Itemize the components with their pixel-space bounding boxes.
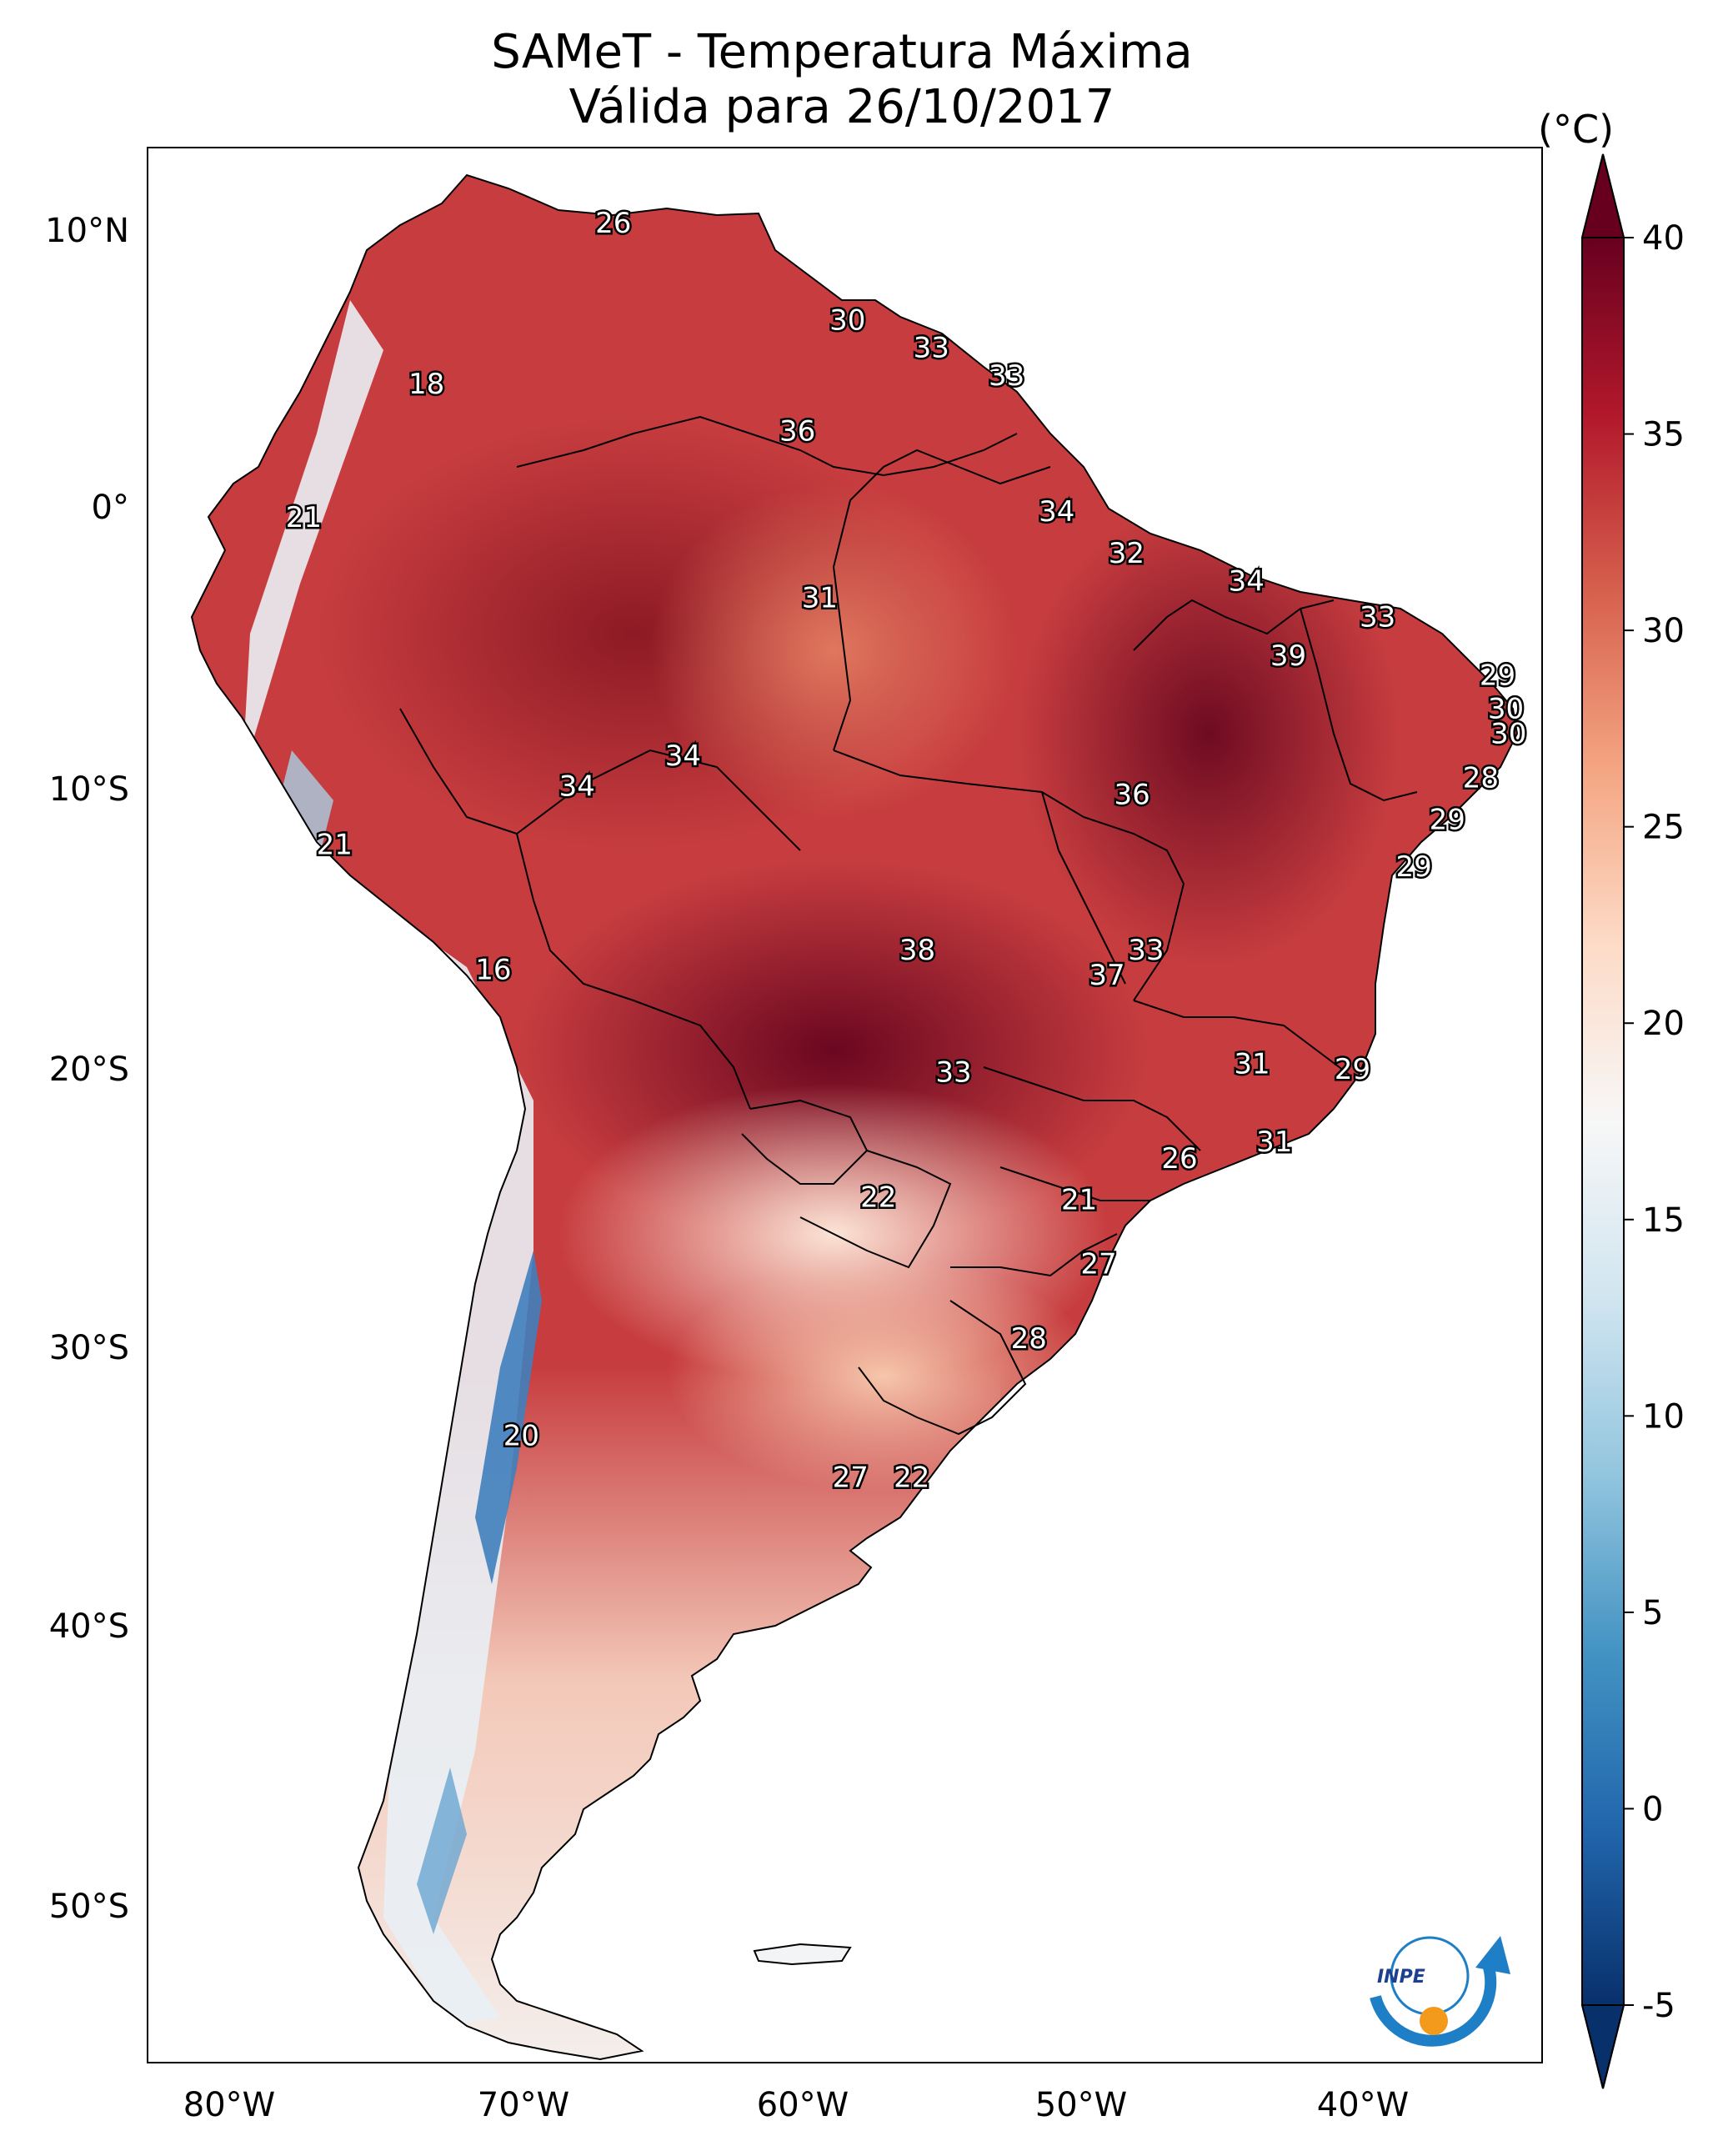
colorbar-extend-min — [1580, 2004, 1625, 2089]
colorbar-gradient — [1582, 238, 1624, 2005]
contour-label: 28 — [1011, 1322, 1047, 1356]
colorbar-tick-label: 15 — [1642, 1201, 1685, 1240]
colorbar-tick-label: 0 — [1642, 1790, 1663, 1828]
contour-label: 30 — [1490, 717, 1526, 750]
contour-label: 34 — [1229, 564, 1265, 598]
contour-label: 16 — [475, 953, 511, 986]
contour-label: 36 — [779, 415, 815, 449]
contour-label: 21 — [317, 829, 353, 862]
lat-label: 40°S — [49, 1607, 129, 1646]
contour-label: 27 — [833, 1462, 869, 1495]
colorbar-tick-label: 5 — [1642, 1594, 1663, 1632]
colorbar-tick-label: 10 — [1642, 1397, 1685, 1436]
lon-label: 40°W — [1317, 2086, 1409, 2124]
contour-label: 29 — [1395, 850, 1431, 884]
contour-label: 31 — [802, 581, 838, 614]
contour-label: 34 — [665, 740, 701, 773]
contour-label: 30 — [829, 303, 865, 337]
contour-label: 18 — [408, 368, 444, 401]
contour-label: 39 — [1270, 639, 1306, 673]
lon-label: 70°W — [478, 2086, 569, 2124]
contour-label: 32 — [1109, 537, 1144, 570]
lon-label: 60°W — [757, 2086, 849, 2124]
contour-label: 34 — [559, 770, 595, 804]
colorbar: 40 35 30 25 20 15 10 5 0 -5 — [1580, 153, 1685, 2089]
lat-label: 10°S — [49, 770, 129, 809]
contour-label: 33 — [989, 359, 1024, 393]
contour-label: 33 — [1360, 601, 1395, 634]
colorbar-tick-label: 40 — [1642, 219, 1685, 258]
contour-label: 38 — [899, 934, 935, 967]
contour-label: 29 — [1335, 1053, 1370, 1086]
contour-label: 28 — [1463, 762, 1499, 795]
contour-label: 21 — [286, 501, 322, 534]
contour-label: 37 — [1089, 959, 1124, 992]
contour-label: 34 — [1039, 495, 1074, 529]
contour-label: 26 — [1161, 1142, 1197, 1176]
colorbar-extend-max — [1580, 153, 1625, 238]
lat-label: 10°N — [45, 212, 129, 250]
colorbar-tick-label: 30 — [1642, 612, 1685, 650]
contour-label: 31 — [1234, 1048, 1270, 1081]
colorbar-unit: (°C) — [1538, 107, 1615, 152]
contour-label: 33 — [1128, 934, 1164, 967]
lat-label: 30°S — [49, 1329, 129, 1367]
country-borders — [399, 415, 1418, 1436]
contour-label: 29 — [1430, 804, 1465, 837]
inpe-logo: INPE — [1370, 1936, 1510, 2047]
map-title: SAMeT - Temperatura Máxima — [491, 25, 1193, 79]
logo-text: INPE — [1377, 1967, 1425, 1988]
contour-label: 33 — [914, 332, 949, 365]
contour-label: 33 — [935, 1056, 971, 1090]
contour-label: 36 — [1114, 779, 1150, 812]
contour-label: 29 — [1480, 659, 1515, 693]
contour-label: 21 — [1061, 1184, 1097, 1217]
lon-label: 50°W — [1035, 2086, 1127, 2124]
colorbar-tick-label: 35 — [1642, 416, 1685, 454]
lat-label: 50°S — [49, 1888, 129, 1926]
contour-label: 31 — [1256, 1126, 1292, 1159]
contour-label: 22 — [860, 1181, 896, 1214]
contour-label: 26 — [595, 207, 631, 240]
contour-label: 27 — [1080, 1247, 1116, 1281]
contour-label: 22 — [894, 1462, 929, 1495]
colorbar-tick-label: -5 — [1642, 1987, 1675, 2025]
lat-label: 0° — [92, 489, 129, 527]
map-subtitle: Válida para 26/10/2017 — [568, 80, 1115, 134]
contour-label: 20 — [503, 1420, 539, 1453]
axes-frame — [147, 147, 1543, 2063]
lat-label: 20°S — [49, 1050, 129, 1089]
lon-label: 80°W — [183, 2086, 275, 2124]
axis-labels: 80°W 70°W 60°W 50°W 40°W 10°N 0° 10°S 20… — [45, 212, 1409, 2124]
contour-label: 30 — [1488, 693, 1524, 726]
colorbar-tick-label: 25 — [1642, 809, 1685, 847]
colorbar-tick-label: 20 — [1642, 1005, 1685, 1043]
